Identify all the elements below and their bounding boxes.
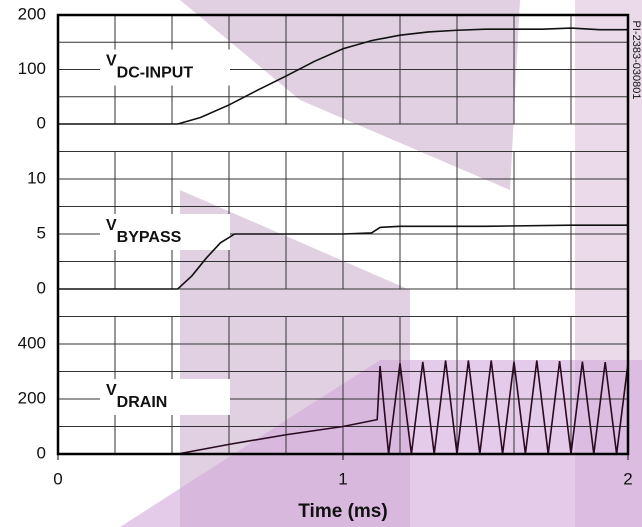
waveform bbox=[58, 224, 628, 290]
waveform bbox=[58, 27, 628, 125]
y-tick-label: 0 bbox=[37, 278, 46, 297]
label-sub: DC-INPUT bbox=[117, 65, 194, 82]
y-tick-label: 200 bbox=[18, 388, 46, 407]
label-main: V bbox=[106, 53, 117, 70]
figure-id: PI-2383-030801 bbox=[630, 21, 642, 100]
watermark bbox=[120, 360, 642, 527]
y-tick-label: 100 bbox=[18, 59, 46, 78]
x-tick-label: 2 bbox=[623, 469, 632, 488]
x-tick-label: 1 bbox=[338, 469, 347, 488]
y-tick-label: 400 bbox=[18, 333, 46, 352]
label-bg bbox=[100, 379, 230, 415]
series-label: VDRAIN bbox=[106, 382, 167, 411]
x-axis-title: Time (ms) bbox=[298, 501, 387, 522]
y-tick-label: 0 bbox=[37, 113, 46, 132]
y-tick-label: 10 bbox=[27, 168, 46, 187]
y-tick-label: 200 bbox=[18, 4, 46, 23]
x-tick-label: 0 bbox=[53, 469, 62, 488]
series-label: VDC-INPUT bbox=[106, 53, 193, 82]
label-bg bbox=[100, 49, 230, 86]
label-sub: BYPASS bbox=[117, 229, 182, 246]
y-tick-label: 0 bbox=[37, 443, 46, 462]
label-main: V bbox=[106, 217, 117, 234]
watermark bbox=[180, 0, 520, 190]
series-label: VBYPASS bbox=[106, 217, 182, 246]
waveform bbox=[58, 360, 629, 455]
label-main: V bbox=[106, 382, 117, 399]
label-sub: DRAIN bbox=[117, 394, 168, 411]
y-tick-label: 5 bbox=[37, 223, 46, 242]
plot-frame bbox=[56, 13, 630, 456]
label-bg bbox=[100, 214, 230, 250]
